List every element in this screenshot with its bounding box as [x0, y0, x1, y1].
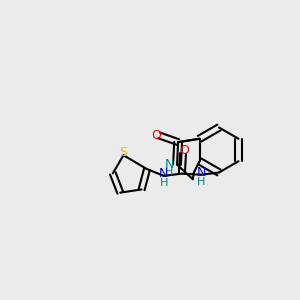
Text: H: H [160, 178, 168, 188]
Text: N: N [159, 167, 169, 180]
Text: H: H [165, 167, 174, 177]
Text: H: H [197, 177, 205, 187]
Text: O: O [151, 129, 161, 142]
Text: N: N [165, 158, 174, 171]
Text: O: O [180, 145, 189, 158]
Text: S: S [119, 146, 128, 159]
Text: N: N [196, 166, 206, 179]
